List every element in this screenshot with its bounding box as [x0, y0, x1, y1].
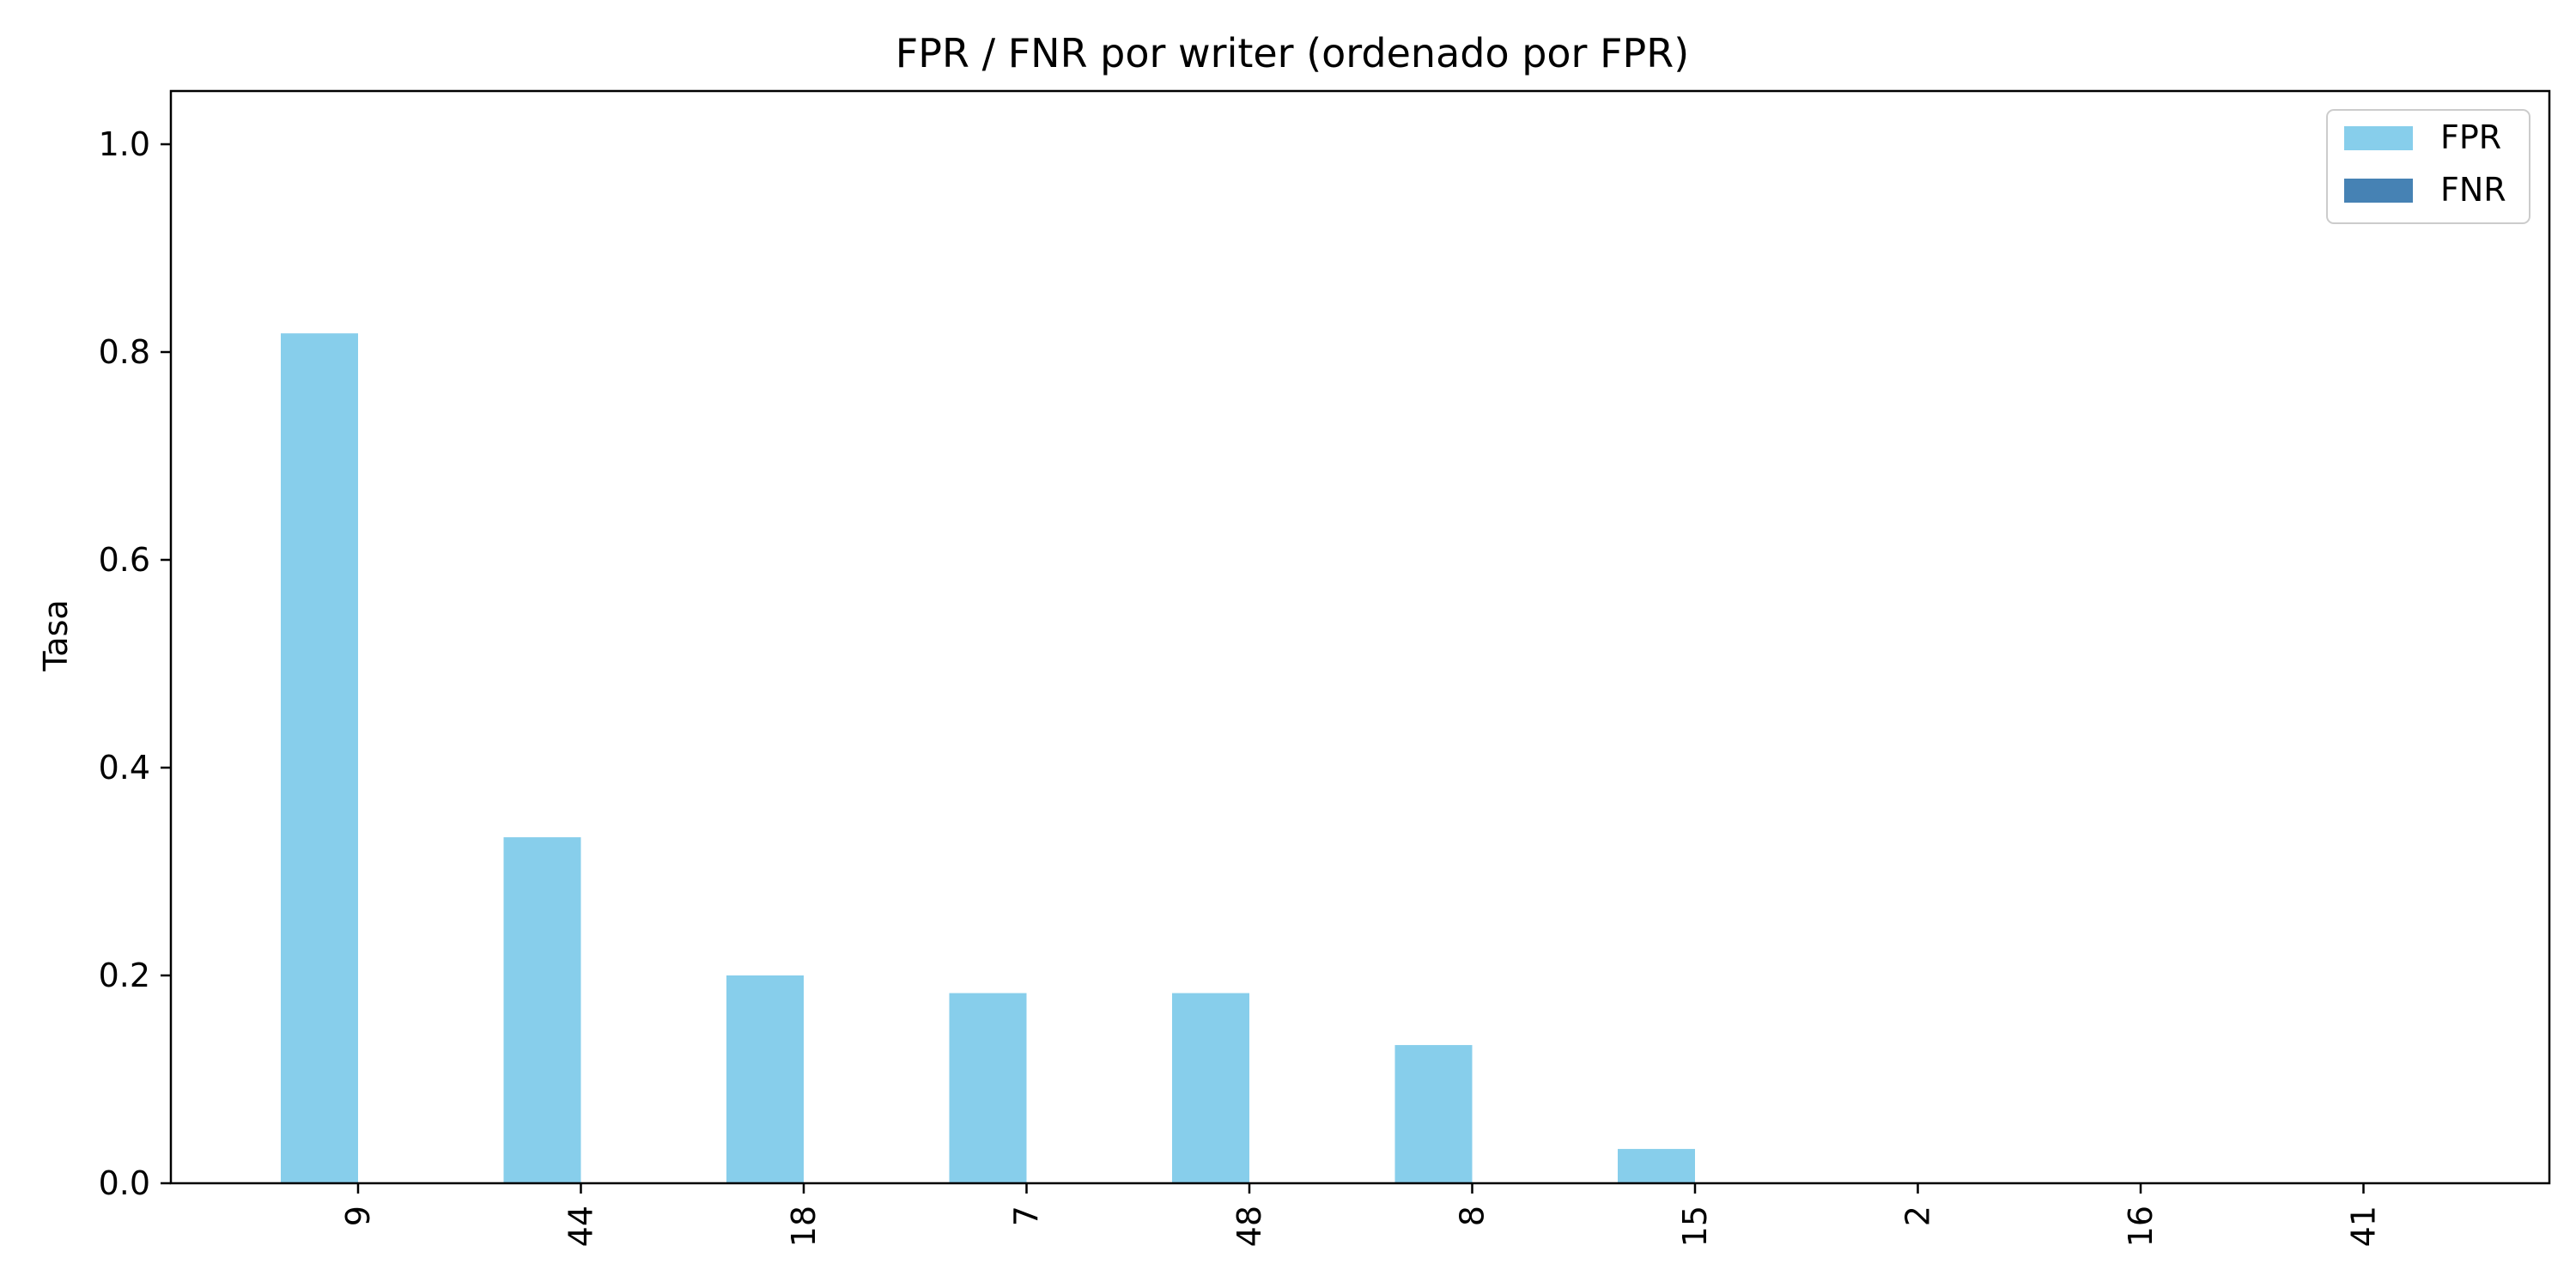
- x-tick-label: 9: [339, 1206, 377, 1226]
- legend-label-fnr: FNR: [2440, 171, 2506, 209]
- bar-fpr-8: [1394, 1045, 1473, 1183]
- x-tick-label: 48: [1230, 1206, 1268, 1247]
- legend: FPR FNR: [2326, 109, 2530, 224]
- y-tick-label: 1.0: [99, 125, 150, 163]
- bars-group: [281, 333, 1695, 1184]
- legend-label-fpr: FPR: [2440, 118, 2501, 156]
- y-tick-label: 0.0: [99, 1164, 150, 1202]
- plot-area-frame: [169, 89, 2551, 1185]
- y-axis-label: Tasa: [37, 599, 75, 671]
- legend-swatch-fnr: [2344, 179, 2413, 203]
- x-tick-label: 15: [1676, 1206, 1714, 1247]
- y-tick-label: 0.2: [99, 957, 150, 994]
- legend-swatch-fpr: [2344, 126, 2413, 150]
- bar-fpr-15: [1618, 1149, 1695, 1183]
- x-tick-label: 18: [785, 1206, 823, 1247]
- x-axis-ticks: 9 44 18 7 48 8 15 2 16 41: [339, 1183, 2383, 1247]
- x-tick-label: 2: [1899, 1206, 1937, 1226]
- y-axis-ticks: 0.0 0.2 0.4 0.6 0.8 1.0: [99, 125, 171, 1202]
- x-tick-label: 16: [2122, 1206, 2160, 1247]
- x-tick-label: 41: [2345, 1206, 2383, 1247]
- y-tick-label: 0.6: [99, 541, 150, 579]
- y-tick-label: 0.8: [99, 333, 150, 371]
- x-tick-label: 44: [562, 1206, 600, 1247]
- bar-fpr-7: [949, 993, 1027, 1183]
- x-tick-label: 7: [1008, 1206, 1046, 1226]
- bar-fpr-44: [503, 837, 581, 1183]
- y-tick-label: 0.4: [99, 749, 150, 787]
- bar-fpr-18: [726, 975, 804, 1183]
- chart-title: FPR / FNR por writer (ordenado por FPR): [896, 30, 1689, 76]
- bar-fpr-9: [281, 333, 358, 1184]
- bar-fpr-48: [1172, 993, 1249, 1183]
- x-tick-label: 8: [1454, 1206, 1492, 1226]
